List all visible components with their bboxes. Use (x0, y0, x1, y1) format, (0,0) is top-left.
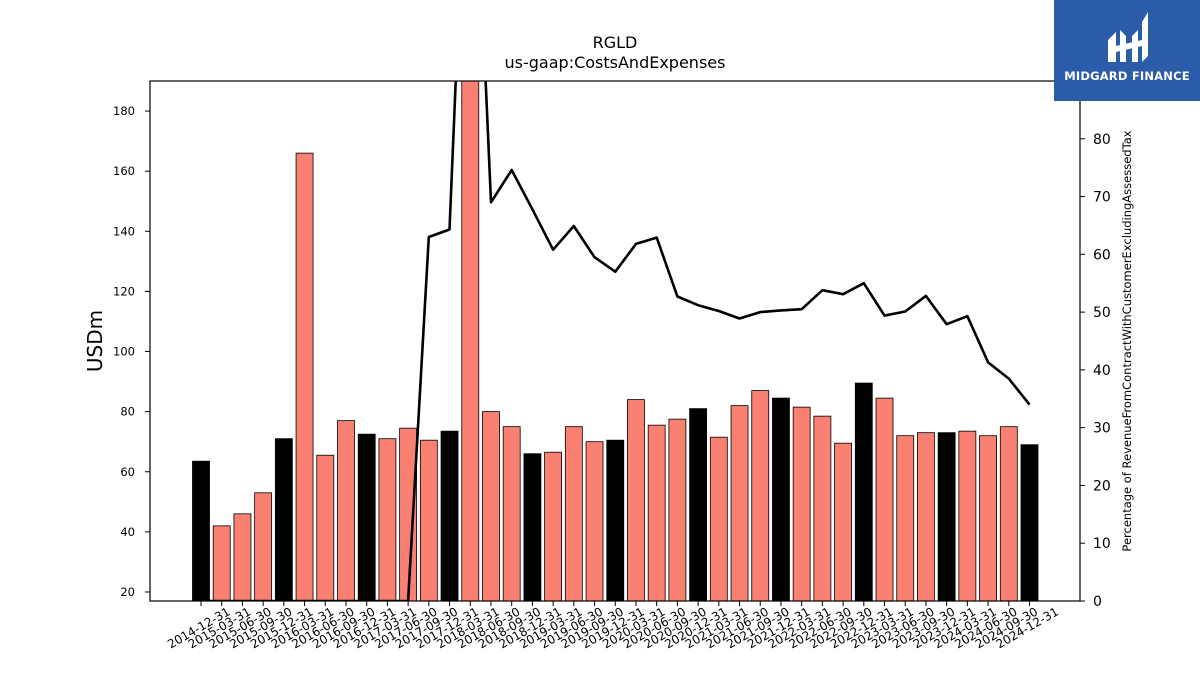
bar-2022-03-31 (792, 406, 811, 601)
bar-2018-09-30 (502, 426, 521, 601)
bar-2023-12-31 (937, 432, 956, 601)
percentage-line (201, 81, 1031, 601)
bar-2016-09-30 (337, 420, 355, 601)
bar-2019-12-31 (606, 439, 625, 601)
right-tick-label: 70 (1093, 190, 1111, 206)
bar-2015-06-30 (233, 513, 252, 601)
brand-logo: MIDGARD FINANCE (1054, 0, 1200, 101)
bar-2014-12-31 (192, 460, 210, 601)
bar-2023-03-31 (875, 397, 894, 601)
right-tick-label: 30 (1093, 421, 1111, 437)
right-axis: 0 10 20 30 40 50 60 70 80 (1080, 132, 1111, 610)
bar-2021-03-31 (709, 436, 728, 601)
bar-2020-06-30 (647, 424, 666, 601)
left-axis: 20 40 60 80 100 120 140 160 180 (113, 104, 150, 599)
bar-2024-12-31 (1020, 444, 1039, 601)
midgard-logo-icon (1108, 12, 1148, 62)
bar-2016-12-31 (357, 433, 376, 601)
bar-2023-09-30 (917, 432, 935, 601)
bar-2015-09-30 (254, 492, 273, 601)
bar-2017-06-30 (399, 427, 418, 601)
bar-2017-03-31 (378, 438, 397, 601)
left-tick-label: 20 (120, 585, 135, 599)
bar-2017-09-30 (419, 439, 438, 601)
bar-2020-12-31 (689, 408, 707, 601)
right-tick-label: 10 (1093, 536, 1111, 552)
bar-2022-12-31 (854, 382, 873, 601)
left-tick-label: 60 (120, 465, 135, 479)
y-axis-label: USDm (83, 310, 107, 372)
bar-series (192, 81, 1039, 601)
bar-2019-06-30 (564, 426, 583, 601)
bar-2024-06-30 (979, 435, 997, 601)
bar-2021-06-30 (730, 405, 749, 601)
x-axis: 2014-12-312015-03-312015-06-302015-09-30… (165, 601, 1061, 651)
bar-2015-03-31 (212, 525, 231, 601)
bar-2021-09-30 (751, 390, 770, 601)
bar-2017-12-31 (440, 430, 459, 601)
left-tick-label: 100 (113, 345, 135, 359)
bar-2018-12-31 (523, 453, 542, 601)
bar-2022-06-30 (813, 415, 832, 601)
left-tick-label: 120 (113, 284, 135, 298)
bar-2020-03-31 (627, 399, 645, 601)
right-tick-label: 0 (1093, 594, 1102, 610)
bar-2016-06-30 (316, 454, 335, 601)
bar-2022-09-30 (834, 442, 852, 601)
left-tick-label: 180 (113, 104, 135, 118)
brand-name: MIDGARD FINANCE (1064, 69, 1190, 83)
right-tick-label: 50 (1093, 305, 1111, 321)
bar-2019-09-30 (585, 441, 604, 601)
bar-2015-12-31 (274, 438, 293, 601)
line-series (201, 81, 1031, 601)
bar-2020-09-30 (668, 418, 687, 601)
bar-2021-12-31 (772, 397, 790, 601)
right-tick-label: 20 (1093, 478, 1111, 494)
right-tick-label: 40 (1093, 363, 1111, 379)
chart-subtitle: us-gaap:CostsAndExpenses (505, 53, 726, 72)
right-tick-label: 80 (1093, 132, 1111, 148)
right-tick-label: 60 (1093, 247, 1111, 263)
bar-2018-06-30 (482, 411, 500, 601)
left-tick-label: 80 (120, 405, 135, 419)
bar-2016-03-31 (295, 152, 314, 601)
y2-axis-label: Percentage of RevenueFromContractWithCus… (1120, 130, 1134, 551)
chart-title: RGLD (593, 33, 638, 52)
bar-2018-03-31 (461, 81, 480, 601)
bar-2024-09-30 (999, 426, 1018, 601)
bar-2023-06-30 (896, 435, 915, 601)
bar-2019-03-31 (544, 451, 563, 601)
left-tick-label: 160 (113, 164, 135, 178)
left-tick-label: 40 (120, 525, 135, 539)
bar-2024-03-31 (958, 430, 977, 601)
left-tick-label: 140 (113, 224, 135, 238)
